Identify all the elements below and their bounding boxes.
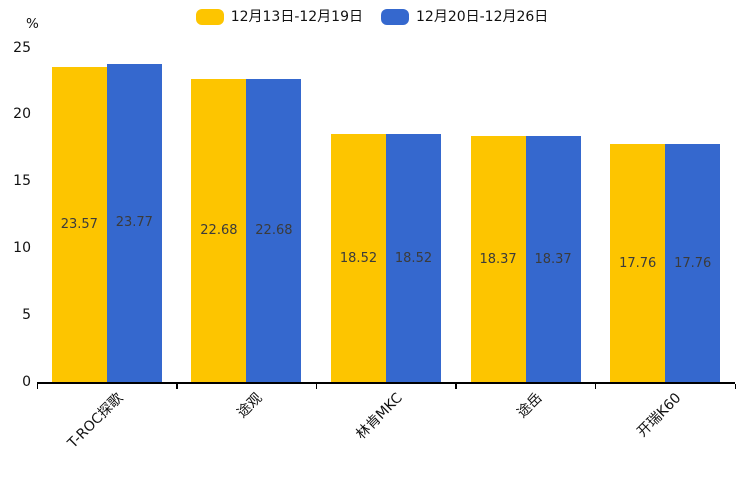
x-category-label: 开瑞K60 (634, 390, 685, 441)
legend-item-week2[interactable]: 12月20日-12月26日 (381, 7, 548, 27)
y-tick-label: 15 (13, 173, 31, 190)
bar-12月13日-12月19日-途观: 22.68 (191, 78, 247, 382)
bar-value-label: 23.77 (115, 215, 153, 231)
x-axis-tick (176, 384, 178, 389)
bar-value-label: 17.76 (674, 255, 712, 271)
x-axis-tick (594, 384, 597, 389)
y-axis-unit-label: % (26, 16, 39, 32)
legend-swatch-yellow (195, 9, 224, 25)
bar-value-label: 22.68 (255, 222, 293, 238)
x-axis-line (37, 382, 735, 384)
y-tick-label: 20 (13, 106, 31, 123)
bar-12月20日-12月26日-T-ROC探歌: 23.77 (106, 63, 162, 382)
bar-value-label: 17.76 (619, 255, 657, 271)
bar-value-label: 18.52 (394, 250, 433, 266)
bar-value-label: 22.68 (200, 222, 238, 238)
bar-12月20日-12月26日-林肯MKC: 18.52 (386, 134, 441, 382)
bar-value-label: 18.37 (534, 251, 572, 267)
legend-swatch-blue (381, 9, 409, 25)
y-tick-label: 5 (22, 307, 31, 324)
bar-12月20日-12月26日-途岳: 18.37 (525, 136, 581, 382)
x-axis-tick (36, 384, 38, 389)
x-axis-tick (315, 384, 318, 389)
bar-value-label: 18.37 (479, 251, 517, 267)
y-tick-label: 0 (22, 374, 31, 390)
bar-value-label: 18.52 (339, 250, 378, 266)
bar-12月13日-12月19日-开瑞K60: 17.76 (610, 144, 666, 382)
bar-12月13日-12月19日-途岳: 18.37 (470, 136, 526, 382)
bar-12月13日-12月19日-林肯MKC: 18.52 (331, 134, 386, 382)
y-tick-label: 10 (13, 240, 31, 257)
x-axis-tick (734, 384, 736, 389)
x-category-label: T-ROC探歌 (64, 390, 127, 452)
legend-item-week1[interactable]: 12月13日-12月19日 (195, 7, 363, 27)
bar-12月20日-12月26日-开瑞K60: 17.76 (665, 144, 721, 382)
legend: 12月13日-12月19日 12月20日-12月26日 (0, 7, 744, 27)
x-category-label: 林肯MKC (352, 390, 406, 443)
x-category-label: 途观 (234, 390, 266, 422)
bar-12月13日-12月19日-T-ROC探歌: 23.57 (51, 66, 107, 382)
bar-12月20日-12月26日-途观: 22.68 (246, 78, 302, 382)
legend-label-week1: 12月13日-12月19日 (230, 9, 363, 25)
x-category-label: 途岳 (513, 390, 546, 422)
bar-value-label: 23.57 (60, 216, 98, 232)
legend-label-week2: 12月20日-12月26日 (416, 9, 549, 25)
x-axis-tick (455, 384, 457, 389)
y-tick-label: 25 (13, 39, 31, 56)
